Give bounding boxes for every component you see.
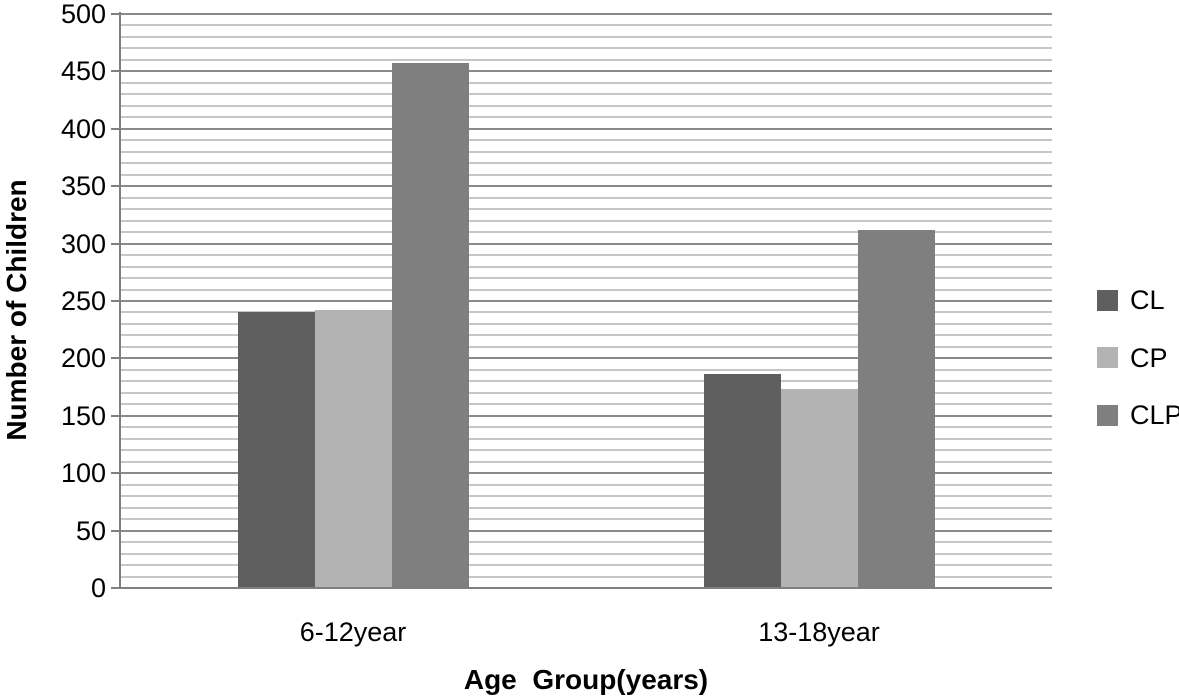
gridline-minor — [120, 139, 1052, 142]
gridline-minor — [120, 518, 1052, 521]
legend-swatch-CL — [1097, 289, 1118, 311]
bar-CP-13-18year — [780, 389, 858, 588]
y-axis-line — [119, 12, 121, 589]
gridline-minor — [120, 173, 1052, 176]
gridline-minor — [120, 575, 1052, 578]
gridline-minor — [120, 541, 1052, 544]
legend-item-CL: CL — [1097, 286, 1179, 314]
x-category-label: 13-18year — [758, 617, 880, 647]
legend-swatch-CP — [1097, 347, 1118, 368]
gridline-minor — [120, 368, 1052, 371]
legend-label-CLP: CLP — [1130, 400, 1179, 430]
y-tick-label: 200 — [60, 343, 106, 374]
gridline-minor — [120, 449, 1052, 452]
gridline-minor — [120, 219, 1052, 222]
gridline-minor — [120, 403, 1052, 406]
gridline-major — [120, 13, 1052, 15]
y-tick-label: 400 — [60, 113, 106, 144]
y-tick-label: 300 — [60, 228, 106, 259]
bar-CL-13-18year — [703, 374, 781, 588]
gridline-minor — [120, 93, 1052, 96]
gridline-minor — [120, 162, 1052, 165]
gridline-major — [120, 127, 1052, 130]
gridline-minor — [120, 483, 1052, 486]
gridline-minor — [120, 426, 1052, 429]
gridline-minor — [120, 311, 1052, 314]
bar-CL-6-12year — [237, 312, 315, 588]
gridline-minor — [120, 47, 1052, 50]
gridline-minor — [120, 231, 1052, 234]
y-tick-label: 50 — [75, 515, 106, 546]
y-tick-label: 250 — [60, 286, 106, 316]
bar-CLP-13-18year — [857, 229, 935, 588]
y-tick-label: 500 — [60, 0, 106, 29]
y-axis-tick — [111, 185, 120, 188]
gridline-major — [120, 529, 1052, 532]
bar-CP-6-12year — [314, 310, 392, 588]
y-tick-label: 0 — [90, 573, 106, 603]
gridline-minor — [120, 334, 1052, 337]
gridline-minor — [120, 391, 1052, 394]
y-tick-label: 350 — [60, 171, 106, 202]
gridline-minor — [120, 208, 1052, 211]
x-axis-line — [111, 587, 1052, 589]
gridline-major — [120, 300, 1052, 302]
gridline-minor — [120, 345, 1052, 348]
gridline-major — [120, 472, 1052, 475]
gridline-minor — [120, 265, 1052, 268]
legend-label-CP: CP — [1130, 342, 1168, 373]
y-axis-tick — [111, 529, 120, 532]
legend-label-CL: CL — [1130, 285, 1165, 315]
y-axis-tick — [111, 472, 120, 475]
y-tick-label: 450 — [60, 56, 106, 87]
gridline-major — [120, 242, 1052, 245]
bar-CLP-6-12year — [391, 63, 469, 588]
y-axis-tick — [111, 414, 120, 417]
gridline-minor — [120, 495, 1052, 498]
gridline-minor — [120, 150, 1052, 153]
legend-item-CLP: CLP — [1097, 401, 1179, 429]
x-category-label: 6-12year — [299, 617, 407, 647]
y-axis-tick — [111, 357, 120, 360]
gridline-minor — [120, 288, 1052, 291]
gridline-minor — [120, 254, 1052, 257]
gridline-minor — [120, 104, 1052, 107]
gridline-minor — [120, 380, 1052, 383]
gridline-minor — [120, 552, 1052, 555]
gridline-minor — [120, 24, 1052, 27]
gridline-major — [120, 185, 1052, 188]
gridline-major — [120, 414, 1052, 417]
gridline-minor — [120, 564, 1052, 567]
legend-swatch-CLP — [1097, 404, 1118, 426]
gridline-minor — [120, 58, 1052, 61]
y-axis-tick — [111, 127, 120, 130]
y-tick-label: 150 — [60, 400, 106, 431]
gridline-minor — [120, 506, 1052, 509]
y-axis-tick — [111, 300, 120, 302]
gridline-minor — [120, 460, 1052, 463]
gridline-minor — [120, 81, 1052, 84]
gridline-minor — [120, 277, 1052, 280]
y-tick-label: 100 — [60, 458, 106, 489]
x-axis-title: Age Group(years) — [463, 664, 709, 695]
y-axis-tick — [111, 13, 120, 15]
gridline-minor — [120, 322, 1052, 325]
gridline-minor — [120, 437, 1052, 440]
y-axis-tick — [111, 70, 120, 73]
legend-item-CP: CP — [1097, 344, 1179, 372]
gridline-major — [120, 357, 1052, 360]
gridline-minor — [120, 196, 1052, 199]
gridline-minor — [120, 35, 1052, 38]
gridline-minor — [120, 116, 1052, 119]
gridline-major — [120, 70, 1052, 73]
y-axis-tick — [111, 242, 120, 245]
